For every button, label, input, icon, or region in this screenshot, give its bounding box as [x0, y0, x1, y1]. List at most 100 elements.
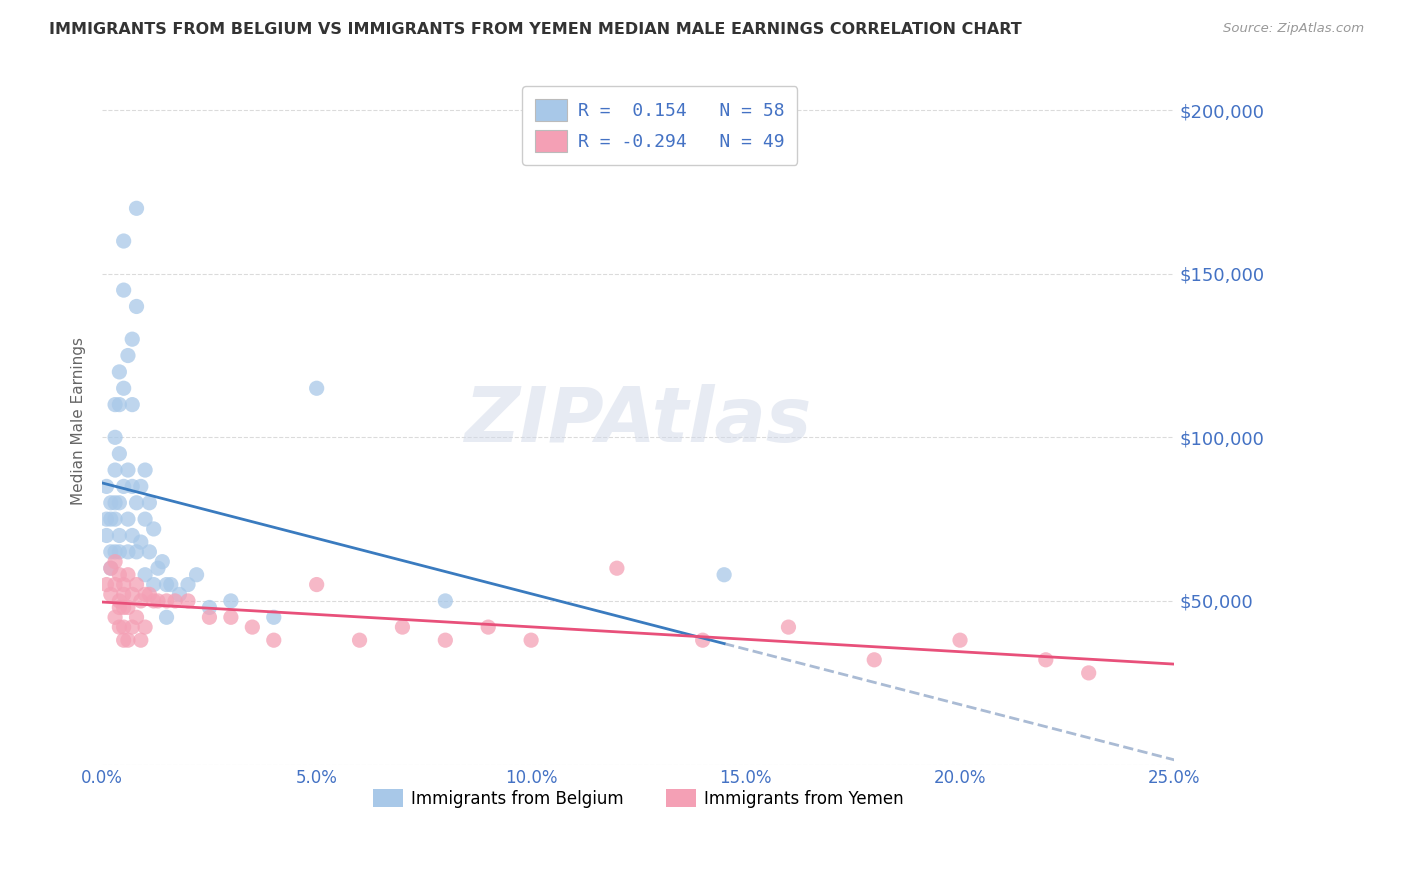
Point	[198, 610, 221, 624]
Point	[186, 567, 208, 582]
Point	[108, 447, 131, 461]
Point	[100, 587, 122, 601]
Point	[108, 398, 131, 412]
Point	[125, 545, 148, 559]
Point	[96, 577, 118, 591]
Point	[125, 610, 148, 624]
Text: ZIPAtlas: ZIPAtlas	[464, 384, 813, 458]
Point	[104, 610, 127, 624]
Point	[112, 234, 135, 248]
Point	[169, 587, 191, 601]
Point	[155, 594, 177, 608]
Point	[606, 561, 628, 575]
Point	[100, 512, 122, 526]
Point	[138, 496, 160, 510]
Point	[108, 600, 131, 615]
Point	[112, 633, 135, 648]
Point	[104, 555, 127, 569]
Point	[96, 479, 118, 493]
Point	[778, 620, 800, 634]
Point	[100, 545, 122, 559]
Point	[112, 381, 135, 395]
Point	[108, 567, 131, 582]
Point	[108, 620, 131, 634]
Point	[100, 496, 122, 510]
Point	[198, 600, 221, 615]
Point	[142, 577, 165, 591]
Point	[117, 600, 139, 615]
Point	[117, 463, 139, 477]
Point	[391, 620, 413, 634]
Point	[263, 610, 285, 624]
Point	[112, 577, 135, 591]
Point	[263, 633, 285, 648]
Point	[121, 620, 143, 634]
Point	[121, 398, 143, 412]
Point	[477, 620, 499, 634]
Point	[104, 463, 127, 477]
Point	[177, 594, 200, 608]
Point	[146, 594, 169, 608]
Point	[134, 512, 156, 526]
Point	[129, 633, 152, 648]
Point	[100, 561, 122, 575]
Point	[104, 430, 127, 444]
Point	[104, 577, 127, 591]
Point	[125, 496, 148, 510]
Point	[138, 587, 160, 601]
Point	[129, 594, 152, 608]
Point	[434, 594, 457, 608]
Point	[104, 398, 127, 412]
Point	[108, 496, 131, 510]
Point	[219, 594, 242, 608]
Point	[121, 479, 143, 493]
Point	[96, 528, 118, 542]
Point	[112, 479, 135, 493]
Point	[104, 512, 127, 526]
Text: IMMIGRANTS FROM BELGIUM VS IMMIGRANTS FROM YEMEN MEDIAN MALE EARNINGS CORRELATIO: IMMIGRANTS FROM BELGIUM VS IMMIGRANTS FR…	[49, 22, 1022, 37]
Point	[1035, 653, 1057, 667]
Point	[108, 594, 131, 608]
Point	[146, 561, 169, 575]
Point	[177, 577, 200, 591]
Text: Source: ZipAtlas.com: Source: ZipAtlas.com	[1223, 22, 1364, 36]
Point	[142, 594, 165, 608]
Legend: Immigrants from Belgium, Immigrants from Yemen: Immigrants from Belgium, Immigrants from…	[367, 782, 910, 814]
Point	[160, 577, 183, 591]
Point	[117, 567, 139, 582]
Point	[305, 381, 328, 395]
Point	[155, 577, 177, 591]
Point	[112, 620, 135, 634]
Point	[692, 633, 714, 648]
Point	[117, 545, 139, 559]
Point	[96, 512, 118, 526]
Point	[142, 522, 165, 536]
Point	[112, 600, 135, 615]
Point	[1077, 665, 1099, 680]
Point	[121, 332, 143, 346]
Point	[240, 620, 263, 634]
Point	[104, 496, 127, 510]
Point	[112, 283, 135, 297]
Point	[134, 587, 156, 601]
Point	[134, 567, 156, 582]
Point	[117, 633, 139, 648]
Point	[117, 349, 139, 363]
Point	[108, 545, 131, 559]
Point	[520, 633, 543, 648]
Point	[434, 633, 457, 648]
Point	[165, 594, 187, 608]
Point	[713, 567, 735, 582]
Point	[108, 528, 131, 542]
Point	[125, 202, 148, 216]
Point	[100, 561, 122, 575]
Point	[305, 577, 328, 591]
Point	[125, 577, 148, 591]
Point	[155, 610, 177, 624]
Point	[104, 545, 127, 559]
Point	[349, 633, 371, 648]
Point	[125, 300, 148, 314]
Point	[863, 653, 886, 667]
Point	[219, 610, 242, 624]
Point	[134, 620, 156, 634]
